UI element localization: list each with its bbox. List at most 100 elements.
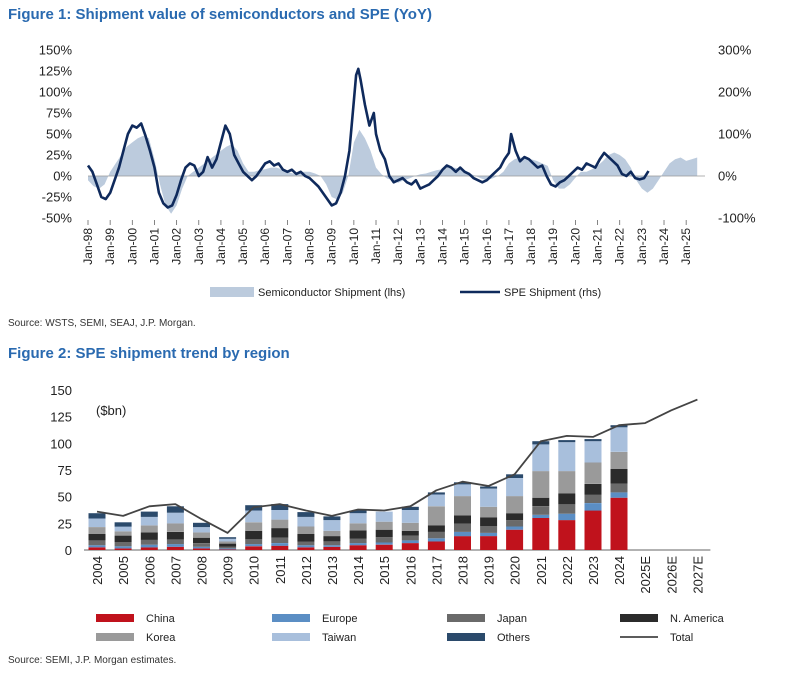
bar-korea-2022: [558, 471, 576, 494]
x-tick-label: Jan-06: [258, 228, 272, 265]
legend-swatch-china: [96, 614, 134, 622]
bar-europe-2012: [297, 545, 315, 548]
x-tick-label: 2016: [403, 556, 418, 585]
bar-n-america-2008: [193, 537, 210, 543]
bar-n-america-2012: [297, 534, 315, 542]
x-tick-label: 2005: [116, 556, 131, 585]
x-tick-label: 2018: [456, 556, 471, 585]
x-tick-label: Jan-98: [81, 228, 95, 265]
x-tick-label: Jan-20: [568, 228, 582, 265]
bar-taiwan-2008: [193, 527, 210, 533]
bar-japan-2012: [297, 541, 315, 546]
bar-others-2004: [88, 513, 106, 519]
x-tick-label: 2004: [90, 556, 105, 585]
bar-europe-2010: [245, 544, 263, 547]
bar-taiwan-2006: [140, 516, 158, 526]
x-tick-label: 2006: [142, 556, 157, 585]
bar-korea-2016: [401, 522, 419, 531]
x-tick-label: Jan-08: [303, 228, 317, 265]
bar-europe-2005: [114, 546, 132, 549]
bar-taiwan-2021: [532, 444, 550, 472]
legend-label-taiwan: Taiwan: [322, 632, 356, 644]
bar-taiwan-2007: [166, 512, 184, 524]
bar-china-2012: [297, 547, 315, 550]
y-left-tick-label: 125%: [39, 64, 73, 79]
bar-china-2020: [506, 529, 524, 550]
bar-others-2019: [480, 486, 498, 489]
y-tick-label: 75: [58, 463, 72, 478]
bar-china-2016: [401, 543, 419, 550]
bar-china-2004: [88, 547, 106, 550]
bar-china-2011: [271, 545, 289, 550]
bar-europe-2007: [166, 544, 184, 547]
x-tick-label: Jan-00: [125, 228, 139, 265]
x-tick-label: 2020: [508, 556, 523, 585]
x-tick-label: 2008: [195, 556, 210, 585]
bar-china-2007: [166, 546, 184, 550]
bar-taiwan-2024: [610, 427, 628, 452]
bar-europe-2024: [610, 492, 628, 498]
bar-n-america-2021: [532, 497, 550, 507]
legend-label-semiconductor: Semiconductor Shipment (lhs): [258, 287, 405, 299]
legend-label-japan: Japan: [497, 613, 527, 625]
bar-china-2006: [140, 547, 158, 550]
figure2-title: Figure 2: SPE shipment trend by region: [8, 345, 290, 362]
x-tick-label: Jan-09: [325, 228, 339, 265]
bar-korea-2012: [297, 526, 315, 534]
y-right-tick-label: 300%: [718, 43, 752, 58]
legend-label-europe: Europe: [322, 613, 357, 625]
bar-n-america-2019: [480, 517, 498, 526]
legend-swatch-others: [447, 633, 485, 641]
x-tick-label: Jan-17: [502, 228, 516, 265]
x-tick-label: Jan-12: [391, 228, 405, 265]
y-tick-label: 150: [50, 383, 72, 398]
bar-japan-2004: [88, 540, 106, 546]
x-tick-label: 2013: [325, 556, 340, 585]
bar-europe-2016: [401, 540, 419, 544]
bar-korea-2008: [193, 532, 210, 538]
bar-europe-2017: [427, 538, 445, 542]
bar-japan-2015: [375, 537, 393, 543]
bar-others-2017: [427, 492, 445, 495]
bar-n-america-2020: [506, 513, 524, 521]
bar-others-2020: [506, 474, 524, 478]
bar-n-america-2023: [584, 483, 602, 495]
bar-europe-2006: [140, 544, 158, 548]
legend-label-spe: SPE Shipment (rhs): [504, 287, 601, 299]
bar-japan-2011: [271, 537, 289, 543]
bar-others-2018: [454, 482, 471, 485]
bar-europe-2011: [271, 543, 289, 546]
bar-taiwan-2005: [114, 526, 132, 532]
x-tick-label: Jan-22: [613, 228, 627, 265]
bar-china-2019: [480, 536, 498, 550]
x-tick-label: 2021: [534, 556, 549, 585]
bar-korea-2004: [88, 527, 106, 534]
bar-europe-2023: [584, 503, 602, 511]
bar-china-2015: [375, 544, 393, 550]
bar-taiwan-2018: [454, 484, 471, 497]
bar-korea-2010: [245, 522, 263, 531]
bar-japan-2020: [506, 520, 524, 527]
semiconductor-shipment-area: [88, 129, 698, 214]
y-tick-label: 125: [50, 410, 72, 425]
bar-others-2009: [219, 537, 237, 539]
bar-china-2008: [193, 548, 210, 550]
x-tick-label: Jan-21: [591, 228, 605, 265]
x-tick-label: Jan-25: [679, 228, 693, 265]
bar-japan-2022: [558, 504, 576, 514]
bar-taiwan-2016: [401, 510, 419, 523]
bar-japan-2019: [480, 526, 498, 533]
bar-others-2022: [558, 440, 576, 443]
bar-others-2023: [584, 439, 602, 442]
figure2-source: Source: SEMI, J.P. Morgan estimates.: [8, 655, 177, 666]
figure2-chart: 150 125 100 75 50 25 0 2004 2005 2006 2007 2008 200…: [50, 383, 724, 644]
y-right-tick-label: -100%: [718, 211, 756, 226]
bar-taiwan-2017: [427, 494, 445, 507]
x-tick-label: 2012: [299, 556, 314, 585]
bar-europe-2019: [480, 532, 498, 537]
bar-europe-2009: [219, 548, 237, 550]
bar-korea-2023: [584, 462, 602, 484]
bar-japan-2016: [401, 535, 419, 541]
y-tick-label: 0: [65, 543, 72, 558]
bar-others-2014: [349, 510, 367, 514]
